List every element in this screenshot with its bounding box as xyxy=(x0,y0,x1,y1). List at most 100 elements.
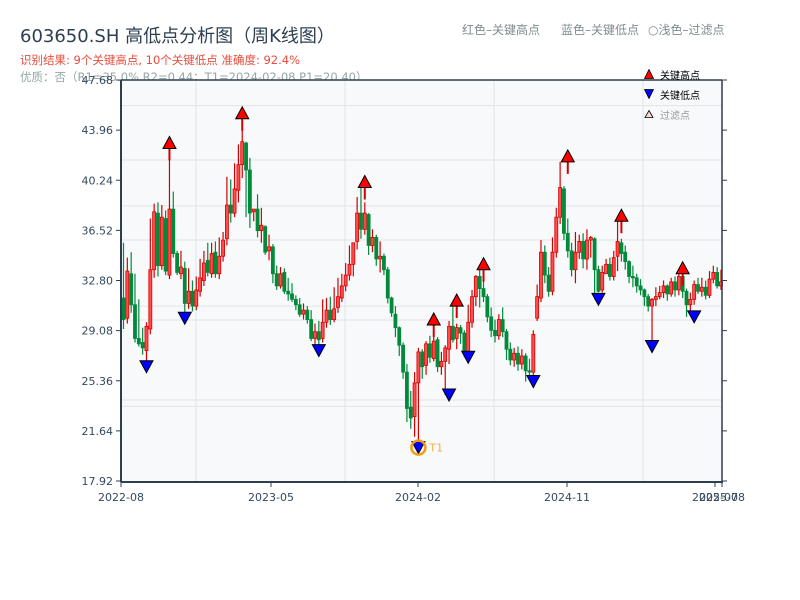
key-low-marker-icon xyxy=(644,340,660,354)
candle-down xyxy=(569,250,574,271)
candle-down xyxy=(140,342,145,349)
candle-down xyxy=(427,343,432,358)
candle-down xyxy=(581,241,585,260)
candle-down xyxy=(504,331,509,350)
candle-up xyxy=(301,309,306,315)
candle-down xyxy=(316,331,321,341)
candle-down xyxy=(450,325,455,341)
candle-down xyxy=(485,296,490,318)
x-tick-label: 2022-08 xyxy=(98,491,144,504)
candle-down xyxy=(401,344,405,373)
axes: 17.92 21.64 25.36 29.08 32.80 36.52 40.24 43.96… xyxy=(82,74,745,504)
candle-up xyxy=(225,204,229,240)
candle-up xyxy=(355,212,360,242)
candle-down xyxy=(627,261,631,277)
candle-down xyxy=(121,297,126,320)
candle-down xyxy=(397,327,402,346)
key-low-marker-icon xyxy=(139,360,154,374)
candle-up xyxy=(707,278,712,296)
candle-down xyxy=(133,304,137,339)
candle-down xyxy=(565,232,570,252)
key-high-marker-icon xyxy=(675,260,691,275)
candle-down xyxy=(405,371,409,409)
candle-up xyxy=(378,255,383,260)
key-high-marker-icon xyxy=(426,311,442,326)
candle-down xyxy=(608,263,612,277)
candle-up xyxy=(198,277,203,292)
candle-up xyxy=(125,270,130,319)
x-tick-label: 2023-05 xyxy=(248,491,294,504)
y-tick-label: 29.08 xyxy=(82,325,114,338)
candle-up xyxy=(343,274,348,287)
x-tick-label: 2025-07 xyxy=(692,491,738,504)
candle-down xyxy=(305,309,310,320)
candle-down xyxy=(163,218,168,272)
candle-down xyxy=(642,289,647,298)
candle-up xyxy=(313,331,317,339)
candle-up xyxy=(332,308,337,320)
candle-down xyxy=(527,370,532,373)
candle-down xyxy=(366,214,371,246)
x-tick-label: 2024-11 xyxy=(544,491,590,504)
y-tick-label: 47.68 xyxy=(82,74,114,87)
candle-down xyxy=(562,188,566,234)
legend-item-filtered: 过滤点 xyxy=(644,104,700,124)
candle-up xyxy=(653,296,658,300)
candle-up xyxy=(209,253,214,275)
candle-down xyxy=(374,236,379,260)
candle-down xyxy=(696,284,700,292)
candle-up xyxy=(473,276,478,298)
y-tick-label: 17.92 xyxy=(82,475,114,488)
candle-down xyxy=(156,212,160,267)
candle-up xyxy=(657,292,662,298)
candle-down xyxy=(596,269,601,292)
candle-up xyxy=(336,296,340,308)
top-legend-red: 红色–关键高点 xyxy=(462,23,541,37)
candle-up xyxy=(573,251,578,271)
key-high-marker-icon xyxy=(162,135,177,149)
candle-up xyxy=(447,325,451,350)
key-high-marker-icon xyxy=(449,293,465,307)
candle-up xyxy=(179,266,183,275)
candle-down xyxy=(462,332,467,353)
candle-up xyxy=(424,343,428,366)
candle-down xyxy=(546,274,551,292)
candle-down xyxy=(228,204,233,214)
plot-background xyxy=(121,80,722,481)
candle-up xyxy=(194,289,199,307)
candle-down xyxy=(382,255,386,271)
candle-down xyxy=(309,319,314,339)
candle-down xyxy=(182,267,187,304)
candle-down xyxy=(542,251,547,276)
candle-down xyxy=(630,276,635,279)
y-tick-label: 43.96 xyxy=(82,124,114,137)
candle-up xyxy=(144,325,149,351)
candle-up xyxy=(339,285,344,299)
candle-down xyxy=(592,238,597,271)
candle-down xyxy=(408,406,413,419)
key-low-marker-icon xyxy=(311,344,327,358)
candle-up xyxy=(443,347,448,362)
candle-up xyxy=(240,141,245,166)
candle-up xyxy=(699,286,704,292)
legend-label-low: 关键低点 xyxy=(660,90,700,102)
candle-up xyxy=(669,281,674,295)
candle-up xyxy=(661,285,666,294)
candle-up xyxy=(347,263,352,276)
candle-up xyxy=(519,355,524,365)
candle-down xyxy=(684,290,689,306)
candle-up xyxy=(159,216,164,267)
candle-up xyxy=(615,241,620,257)
candle-up xyxy=(470,296,474,323)
key-high-marker-icon xyxy=(476,256,491,271)
candle-up xyxy=(550,251,555,292)
y-tick-label: 21.64 xyxy=(82,425,114,438)
candle-down xyxy=(247,169,252,214)
candle-up xyxy=(688,298,693,306)
top-legend-filtered: ○浅色–过滤点 xyxy=(648,23,725,37)
candle-up xyxy=(711,272,716,280)
candle-down xyxy=(523,355,528,372)
candle-up xyxy=(558,187,563,218)
candle-up xyxy=(362,212,367,230)
